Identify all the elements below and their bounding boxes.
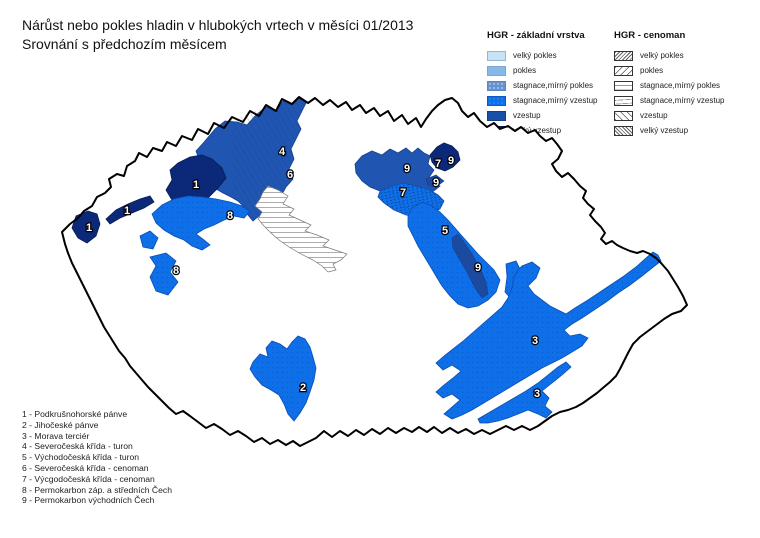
region-name-list: 1 - Podkrušnohorské pánve 2 - Jihočeské p… [22,409,172,506]
region-number-label: 9 [448,155,454,167]
region-list-item: 9 - Permokarbon východních Čech [22,495,155,506]
legend-color-swatch [487,65,506,76]
legend-color-swatch [487,110,506,121]
region-number-label: 1 [86,222,92,234]
legend-cenoman: HGR - cenoman velký pokles pokles stagnace… [614,30,754,138]
region-number-label: 8 [227,210,233,222]
legend-item: stagnace,mírný pokles [614,78,754,93]
region-list-item: 6 - Severočeská křída - cenoman [22,462,149,473]
region-number-label: 3 [532,335,538,347]
region-2-jihoceske-panve [249,335,317,422]
legend-item: pokles [614,63,754,78]
legend-cenoman-title: HGR - cenoman [614,30,686,41]
legend-item-label: stagnace,mírný pokles [513,81,594,90]
region-7-9-navy-patch [429,142,461,172]
page-title: Nárůst nebo pokles hladin v hlubokých vr… [22,16,413,54]
region-number-label: 5 [442,225,448,237]
legend-pattern-swatch [614,65,633,76]
region-list-item: 7 - Výcgodočeská křída - cenoman [22,473,155,484]
country-border [61,96,688,447]
legend-color-swatch [487,80,506,91]
region-number-label: 7 [400,187,406,199]
legend-pattern-swatch [614,125,633,136]
title-line-1: Nárůst nebo pokles hladin v hlubokých vr… [22,17,414,33]
region-list-item: 1 - Podkrušnohorské pánve [22,409,128,419]
region-8-small-a [139,230,159,250]
title-line-2: Srovnání s předchozím měsícem [22,36,227,52]
legend-item: velký vzestup [614,123,754,138]
region-number-label: 9 [475,262,481,274]
legend-item-label: pokles [513,66,537,75]
region-list-item: 8 - Permokarbon záp. a středních Čech [22,484,172,495]
legend-cenoman-items: velký pokles pokles stagnace,mírný pokles s… [614,48,754,138]
region-number-label: 6 [287,169,293,181]
region-3-south-arm [477,361,572,424]
region-number-label: 9 [433,177,439,189]
legend-item-label: pokles [640,66,664,75]
legend-color-swatch [487,50,506,61]
region-number-label: 3 [534,388,540,400]
legend-item: stagnace,mírný vzestup [614,93,754,108]
legend-item-label: velký pokles [640,51,684,60]
region-number-label: 7 [435,158,441,170]
region-number-label: 4 [279,146,286,158]
legend-basic-layer: HGR - základní vrstva velký pokles pokles… [487,30,609,138]
region-number-label: 2 [300,382,306,394]
legend-item: stagnace,mírný pokles [487,78,609,93]
legend-item: vzestup [487,108,609,123]
region-list-item: 3 - Morava terciér [22,430,90,441]
legend-item-label: stagnace,mírný pokles [640,81,721,90]
region-6-cenoman-hatch-overlay [231,98,306,221]
legend-item-label: vzestup [640,111,668,120]
region-8-small-b [149,252,179,296]
region-1-west [71,210,101,244]
region-9-small-stripe [425,174,445,188]
region-list-item: 2 - Jihočeské pánve [22,419,99,430]
legend-item: velký pokles [614,48,754,63]
legend-basic-title: HGR - základní vrstva [487,30,585,41]
region-3-main [435,251,662,420]
legend-pattern-swatch [614,110,633,121]
region-cenoman-hatched-white [254,185,348,273]
legend-color-swatch [487,95,506,106]
legend-item-label: velký vzestup [513,126,562,135]
region-8-main [151,195,251,251]
legend-item: velký pokles [487,48,609,63]
legend-pattern-swatch [614,80,633,91]
legend-item-label: velký vzestup [640,126,689,135]
region-number-label: 1 [193,179,199,191]
legend-item-label: stagnace,mírný vzestup [513,96,598,105]
region-list-item: 5 - Východočeská křída - turon [22,452,140,463]
legend-item-label: stagnace,mírný vzestup [640,96,725,105]
legend-item: stagnace,mírný vzestup [487,93,609,108]
legend-item-label: vzestup [513,111,541,120]
legend-basic-items: velký pokles pokles stagnace,mírný pokles s… [487,48,609,138]
region-number-label: 8 [173,265,179,277]
region-1-strip [105,195,155,225]
legend-item-label: velký pokles [513,51,557,60]
region-9-streak-in-5 [451,233,489,299]
legend-item: pokles [487,63,609,78]
region-number-label: 1 [124,205,130,217]
legend-pattern-swatch [614,95,633,106]
legend-pattern-swatch [614,50,633,61]
region-list-item: 4 - Severočeská křída - turon [22,441,133,452]
region-number-label: 9 [404,163,410,175]
legend-item: vzestup [614,108,754,123]
